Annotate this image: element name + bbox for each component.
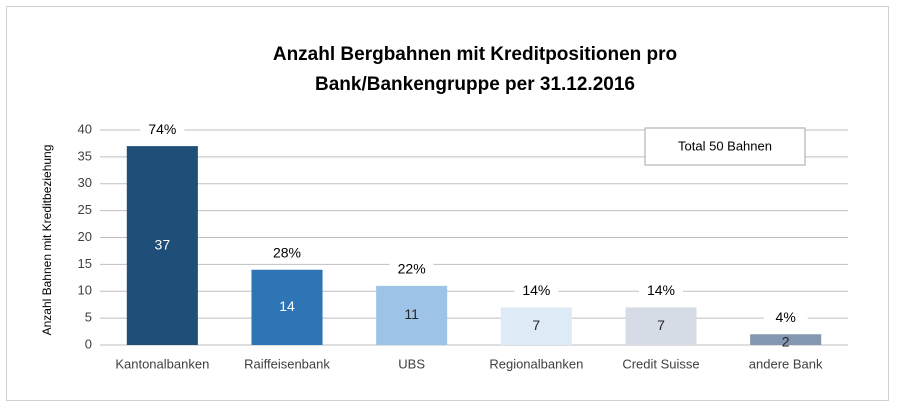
y-tick-label: 40: [78, 121, 92, 136]
x-tick-label: Regionalbanken: [489, 356, 583, 371]
percent-label-bg: [514, 281, 559, 300]
bar: [126, 146, 198, 345]
percent-label-bg: [389, 259, 434, 278]
percent-label-bg: [265, 243, 309, 262]
bar: [750, 334, 822, 345]
y-tick-label: 30: [78, 175, 92, 190]
percent-label: 74%: [148, 121, 176, 137]
percent-label: 14%: [522, 282, 550, 298]
percent-label-bg: [140, 120, 185, 139]
chart-title: Anzahl Bergbahnen mit Kreditpositionen p…: [272, 44, 678, 95]
x-tick-label: andere Bank: [749, 356, 823, 371]
percent-label: 14%: [647, 282, 675, 298]
percent-label: 22%: [398, 261, 426, 277]
value-label: 11: [404, 306, 419, 322]
value-label: 37: [155, 236, 171, 252]
annotation-box: [644, 127, 806, 166]
y-tick-label: 0: [85, 336, 92, 351]
x-tick-label: Credit Suisse: [622, 356, 699, 371]
percent-label: 4%: [776, 309, 796, 325]
bar: [625, 307, 697, 345]
bar: [376, 285, 448, 345]
value-label: 2: [782, 333, 790, 349]
value-label: 7: [532, 317, 540, 333]
y-axis-label: Anzahl Bahnen mit Kreditbeziehung: [40, 145, 54, 336]
y-tick-label: 20: [78, 229, 92, 244]
percent-label-bg: [639, 281, 683, 300]
y-tick-label: 15: [78, 256, 92, 271]
x-tick-label: Raiffeisenbank: [244, 356, 330, 371]
y-tick-label: 10: [78, 283, 92, 298]
y-tick-label: 5: [85, 310, 92, 325]
bar: [500, 307, 572, 345]
value-label: 7: [657, 317, 665, 333]
x-tick-label: Kantonalbanken: [115, 356, 209, 371]
y-tick-label: 25: [78, 202, 92, 217]
bar: [251, 269, 323, 345]
value-label: 14: [279, 298, 295, 314]
x-tick-label: UBS: [398, 356, 425, 371]
percent-label: 28%: [273, 244, 301, 260]
y-tick-label: 35: [78, 148, 92, 163]
percent-label-bg: [763, 308, 808, 327]
annotation: Total 50 Bahnen: [678, 138, 772, 153]
